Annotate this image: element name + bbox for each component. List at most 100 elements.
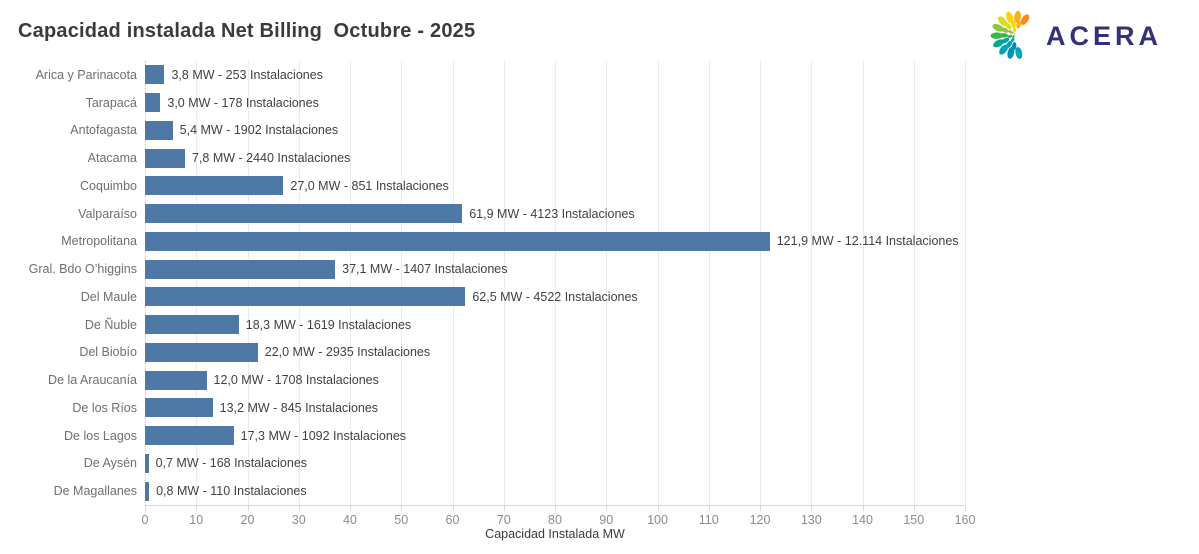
category-label: Del Biobío bbox=[79, 345, 137, 360]
category-label: Atacama bbox=[87, 151, 137, 166]
axis-tick-label: 10 bbox=[189, 513, 204, 527]
bar-row: 61,9 MW - 4123 Instalaciones bbox=[145, 200, 965, 228]
category-label: Del Maule bbox=[80, 289, 137, 304]
category-label: Valparaíso bbox=[78, 206, 137, 221]
axis-tick-label: 30 bbox=[291, 513, 306, 527]
gridline bbox=[298, 61, 300, 505]
bar-row: 0,8 MW - 110 Instalaciones bbox=[145, 477, 965, 505]
axis-tick bbox=[708, 506, 710, 511]
bar-value-label: 18,3 MW - 1619 Instalaciones bbox=[245, 317, 412, 332]
bar-row: 13,2 MW - 845 Instalaciones bbox=[145, 394, 965, 422]
axis-tick-label: 140 bbox=[852, 513, 873, 527]
axis-tick bbox=[196, 506, 198, 511]
gridline bbox=[811, 61, 813, 505]
axis-tick-label: 110 bbox=[698, 513, 719, 527]
gridline bbox=[965, 61, 966, 505]
gridline bbox=[452, 61, 454, 505]
gridline bbox=[401, 61, 403, 505]
bar-row: 0,7 MW - 168 Instalaciones bbox=[145, 450, 965, 478]
category-label: De Magallanes bbox=[53, 484, 137, 499]
axis-tick bbox=[606, 506, 608, 511]
axis-tick bbox=[503, 506, 505, 511]
capacity-bar[interactable] bbox=[145, 342, 258, 362]
capacity-bar[interactable] bbox=[145, 176, 284, 196]
category-label: Gral. Bdo O’higgins bbox=[28, 262, 137, 277]
bar-value-label: 61,9 MW - 4123 Instalaciones bbox=[469, 206, 635, 221]
bar-row: 3,8 MW - 253 Instalaciones bbox=[145, 61, 965, 89]
bar-value-label: 0,7 MW - 168 Instalaciones bbox=[155, 456, 308, 471]
bar-row: 12,0 MW - 1708 Instalaciones bbox=[145, 366, 965, 394]
bar-value-label: 121,9 MW - 12.114 Instalaciones bbox=[776, 234, 959, 249]
gridline bbox=[657, 61, 659, 505]
axis-tick bbox=[247, 506, 249, 511]
bar-value-label: 13,2 MW - 845 Instalaciones bbox=[219, 400, 379, 415]
capacity-bar[interactable] bbox=[145, 398, 213, 418]
capacity-bar[interactable] bbox=[145, 481, 150, 501]
capacity-bar[interactable] bbox=[145, 453, 149, 473]
capacity-bar[interactable] bbox=[145, 231, 770, 251]
capacity-bar[interactable] bbox=[145, 426, 234, 446]
axis-tick-label: 20 bbox=[240, 513, 255, 527]
capacity-bar[interactable] bbox=[145, 287, 466, 307]
bar-value-label: 3,0 MW - 178 Instalaciones bbox=[167, 95, 319, 110]
axis-tick-label: 100 bbox=[647, 513, 668, 527]
chart-title: Capacidad instalada Net Billing Octubre … bbox=[18, 20, 476, 42]
axis-tick bbox=[657, 506, 659, 511]
capacity-bar[interactable] bbox=[145, 315, 239, 335]
axis-tick bbox=[913, 506, 915, 511]
acera-logo: ACERA bbox=[986, 6, 1162, 64]
category-label: De Aysén bbox=[83, 456, 137, 471]
category-label: Coquimbo bbox=[80, 178, 137, 193]
gridline bbox=[350, 61, 351, 505]
axis-tick-label: 60 bbox=[445, 513, 460, 527]
axis-tick bbox=[811, 506, 813, 511]
x-axis: 0 10 20 30 40 50 60 70 80 90 100 110 120 130 140 150 160 bbox=[141, 505, 975, 532]
bar-value-label: 22,0 MW - 2935 Instalaciones bbox=[264, 345, 431, 360]
axis-tick-label: 150 bbox=[903, 513, 925, 527]
gridline bbox=[503, 61, 505, 505]
capacity-bar[interactable] bbox=[145, 204, 463, 224]
bar-row: 121,9 MW - 12.114 Instalaciones bbox=[145, 228, 965, 256]
bar-row: 7,8 MW - 2440 Instalaciones bbox=[145, 144, 965, 172]
bar-value-label: 27,0 MW - 851 Instalaciones bbox=[290, 178, 449, 193]
capacity-bar[interactable] bbox=[145, 65, 165, 85]
gridline bbox=[555, 61, 556, 505]
bar-row: 22,0 MW - 2935 Instalaciones bbox=[145, 339, 965, 367]
capacity-bar[interactable] bbox=[145, 120, 173, 140]
gridline bbox=[196, 61, 198, 505]
capacity-bar[interactable] bbox=[145, 148, 185, 168]
bar-row: 17,3 MW - 1092 Instalaciones bbox=[145, 422, 965, 450]
axis-tick bbox=[298, 506, 300, 511]
capacity-bar[interactable] bbox=[145, 93, 161, 113]
zero-gridline bbox=[145, 61, 146, 505]
axis-tick bbox=[555, 506, 556, 511]
capacity-bar[interactable] bbox=[145, 259, 336, 279]
axis-tick bbox=[350, 506, 351, 511]
bar-value-label: 3,8 MW - 253 Instalaciones bbox=[171, 67, 323, 82]
capacity-bar[interactable] bbox=[145, 370, 207, 390]
bar-row: 62,5 MW - 4522 Instalaciones bbox=[145, 283, 965, 311]
axis-tick bbox=[401, 506, 403, 511]
axis-tick-label: 90 bbox=[599, 513, 614, 527]
axis-tick-label: 160 bbox=[954, 513, 976, 527]
axis-tick-label: 80 bbox=[548, 513, 562, 527]
plot-area: 3,8 MW - 253 Instalaciones 3,0 MW - 178 I… bbox=[145, 61, 966, 505]
axis-tick bbox=[452, 506, 454, 511]
category-label: De los Lagos bbox=[64, 428, 137, 443]
category-labels: Arica y Parinacota Tarapacá Antofagasta Ata… bbox=[0, 61, 137, 505]
axis-tick-label: 50 bbox=[394, 513, 409, 527]
axis-tick-label: 0 bbox=[141, 513, 149, 527]
gridline bbox=[606, 61, 608, 505]
axis-tick bbox=[760, 506, 761, 511]
bar-value-label: 62,5 MW - 4522 Instalaciones bbox=[472, 289, 638, 304]
category-label: Tarapacá bbox=[85, 95, 137, 110]
bar-value-label: 0,8 MW - 110 Instalaciones bbox=[156, 484, 307, 499]
axis-tick bbox=[965, 506, 966, 511]
bar-value-label: 12,0 MW - 1708 Instalaciones bbox=[213, 373, 379, 388]
axis-tick-label: 70 bbox=[496, 513, 511, 527]
axis-tick-label: 40 bbox=[343, 513, 357, 527]
bar-rows: 3,8 MW - 253 Instalaciones 3,0 MW - 178 I… bbox=[145, 61, 965, 505]
bar-row: 18,3 MW - 1619 Instalaciones bbox=[145, 311, 965, 339]
bar-row: 3,0 MW - 178 Instalaciones bbox=[145, 89, 965, 117]
axis-tick-label: 130 bbox=[800, 513, 822, 527]
